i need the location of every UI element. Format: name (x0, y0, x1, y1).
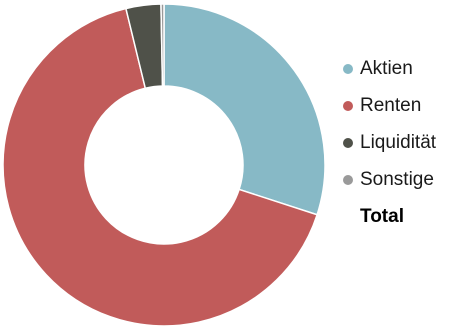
legend-label-sonstige: Sonstige (360, 168, 434, 190)
legend-label-renten: Renten (360, 94, 422, 116)
legend-item-sonstige[interactable]: Sonstige (343, 161, 436, 198)
legend-swatch-sonstige (343, 174, 353, 185)
legend-item-liquiditaet[interactable]: Liquidität (343, 124, 436, 161)
legend-swatch-liquiditaet (343, 137, 353, 148)
legend-item-renten[interactable]: Renten (343, 87, 436, 124)
donut-slice-aktien[interactable] (163, 3, 326, 216)
legend-item-aktien[interactable]: Aktien (343, 50, 436, 87)
legend-swatch-renten (343, 100, 353, 111)
legend-label-liquiditaet: Liquidität (360, 131, 437, 153)
chart-legend: Aktien Renten Liquidität Sonstige Total (343, 50, 436, 235)
donut-slice-renten[interactable] (2, 7, 319, 326)
legend-label-aktien: Aktien (360, 57, 413, 79)
legend-swatch-aktien (343, 63, 353, 74)
donut-slice-sonstige[interactable] (160, 3, 165, 87)
legend-total-label: Total (360, 205, 404, 227)
legend-total: Total (343, 198, 436, 235)
